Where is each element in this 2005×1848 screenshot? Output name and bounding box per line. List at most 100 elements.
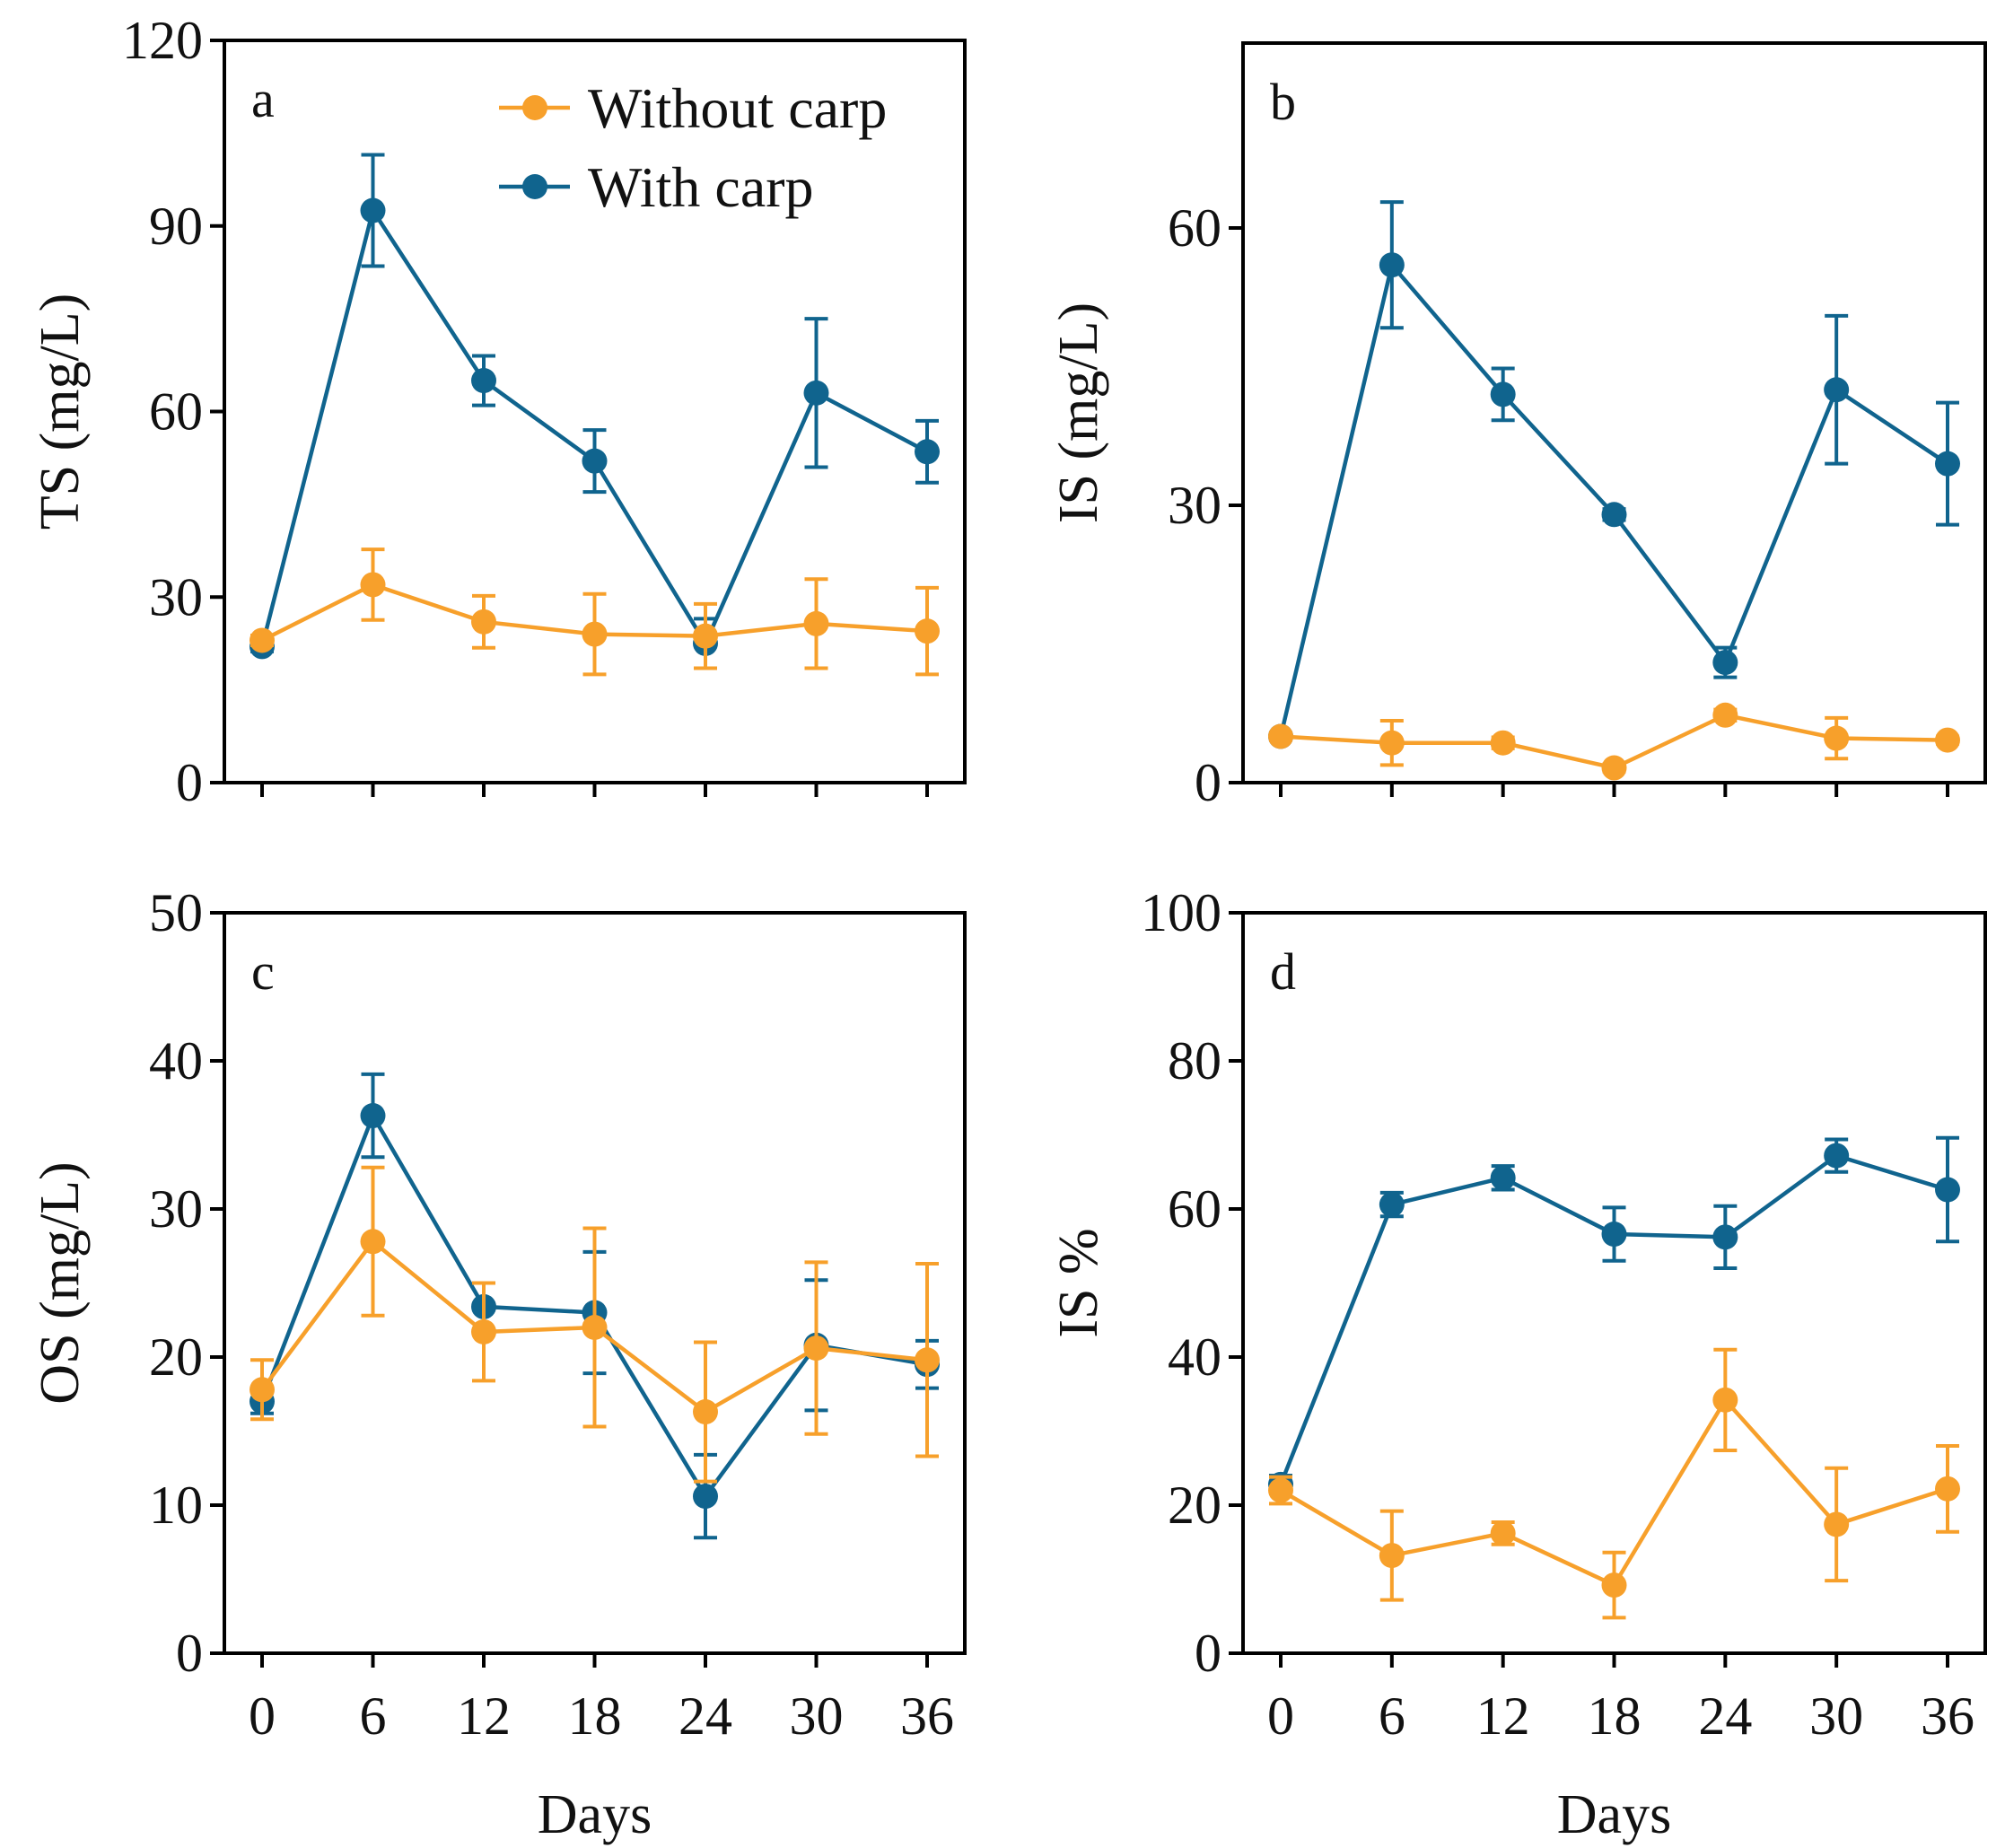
data-point (915, 439, 940, 465)
x-tick-label: 24 (679, 1686, 732, 1746)
y-tick-label: 0 (1195, 753, 1221, 812)
series-with-carp (250, 153, 940, 670)
panel-b: 0 30 60 IS (mg/L) b (1048, 41, 1987, 812)
data-point (360, 197, 386, 223)
data-point (250, 1377, 275, 1403)
x-tick-label: 0 (249, 1686, 276, 1746)
y-tick-label: 50 (149, 883, 203, 942)
x-tick-label: 30 (1809, 1686, 1863, 1746)
y-tick-label: 60 (1168, 198, 1221, 258)
y-tick-label: 120 (122, 11, 203, 70)
data-point (803, 610, 829, 636)
panel-d: 0 20 40 60 80 100 0 6 12 18 24 30 36 IS % Days d (1048, 883, 1987, 1845)
y-tick-label: 0 (1195, 1624, 1221, 1683)
x-tick-label: 36 (900, 1686, 954, 1746)
x-axis-title: Days (1557, 1784, 1671, 1845)
data-point (1824, 725, 1850, 751)
y-tick-label: 40 (149, 1031, 203, 1090)
x-tick-label: 12 (1476, 1686, 1530, 1746)
data-point (1379, 252, 1405, 278)
legend: Without carp With carp (499, 76, 887, 219)
legend-swatch-marker (522, 95, 547, 120)
data-point (1824, 377, 1850, 403)
data-point (471, 609, 496, 635)
data-point (915, 1347, 940, 1373)
series-with-carp (1268, 200, 1960, 749)
data-point (471, 1318, 496, 1344)
x-axis-title: Days (538, 1784, 652, 1845)
data-point (1601, 1572, 1627, 1598)
data-point (1601, 502, 1627, 528)
y-tick-label: 20 (1168, 1476, 1221, 1535)
y-tick-label: 40 (1168, 1327, 1221, 1387)
x-tick-label: 18 (1588, 1686, 1642, 1746)
series-without-carp (1268, 702, 1960, 781)
data-point (582, 621, 608, 647)
data-point (360, 572, 386, 598)
data-point (1490, 1520, 1516, 1546)
data-point (693, 1484, 718, 1510)
data-point (915, 618, 940, 644)
panel-letter: d (1270, 942, 1296, 1001)
plot-frame (1241, 911, 1987, 1655)
data-point (1935, 451, 1960, 477)
y-tick-label: 30 (1168, 476, 1221, 535)
data-point (1712, 650, 1738, 676)
series-line (1278, 262, 1949, 738)
data-point (360, 1103, 386, 1129)
series-without-carp (1268, 1347, 1960, 1620)
panel-letter: c (251, 942, 275, 1001)
y-axis-title: TS (mg/L) (30, 293, 91, 530)
y-tick-label: 60 (149, 382, 203, 442)
x-tick-label: 18 (568, 1686, 622, 1746)
y-tick-label: 30 (149, 1179, 203, 1239)
y-tick-label: 100 (1141, 883, 1221, 942)
y-axis-title: IS (mg/L) (1048, 302, 1109, 523)
data-point (1490, 381, 1516, 407)
x-tick-label: 12 (457, 1686, 511, 1746)
data-point (1490, 1165, 1516, 1191)
data-point (1379, 1543, 1405, 1569)
y-tick-label: 30 (149, 567, 203, 626)
data-point (360, 1229, 386, 1255)
data-point (1379, 1192, 1405, 1218)
data-point (1712, 702, 1738, 728)
y-tick-label: 20 (149, 1327, 203, 1387)
data-point (582, 448, 608, 474)
data-point (471, 368, 496, 394)
legend-label: With carp (588, 155, 814, 219)
series-without-carp (250, 1165, 940, 1484)
x-tick-label: 0 (1267, 1686, 1294, 1746)
series-without-carp (250, 547, 940, 677)
panel-a: 0 30 60 90 120 TS (mg/L) a (30, 11, 967, 812)
panel-c: 0 10 20 30 40 50 0 6 12 18 24 30 36 OS (mg/L) Days c (30, 883, 967, 1845)
x-tick-label: 36 (1921, 1686, 1974, 1746)
data-point (693, 1399, 718, 1425)
data-point (803, 380, 829, 406)
data-point (1712, 1387, 1738, 1413)
data-point (1379, 730, 1405, 756)
x-tick-label: 30 (790, 1686, 844, 1746)
y-tick-label: 60 (1168, 1179, 1221, 1239)
y-axis-title: OS (mg/L) (30, 1161, 91, 1404)
y-tick-label: 90 (149, 197, 203, 256)
data-point (1268, 1477, 1293, 1503)
data-point (1490, 730, 1516, 756)
x-tick-label: 6 (360, 1686, 387, 1746)
data-point (693, 623, 718, 649)
data-point (582, 1315, 608, 1340)
panel-letter: b (1270, 73, 1296, 131)
data-point (1712, 1224, 1738, 1250)
data-point (1601, 755, 1627, 781)
y-tick-label: 0 (176, 1624, 203, 1683)
y-tick-label: 80 (1168, 1031, 1221, 1090)
data-point (1935, 1177, 1960, 1203)
data-point (1824, 1511, 1850, 1537)
data-point (1935, 1476, 1960, 1502)
data-point (803, 1336, 829, 1362)
data-point (1601, 1222, 1627, 1248)
x-tick-label: 6 (1379, 1686, 1405, 1746)
x-tick-label: 24 (1698, 1686, 1752, 1746)
series-with-carp (1268, 1135, 1960, 1497)
